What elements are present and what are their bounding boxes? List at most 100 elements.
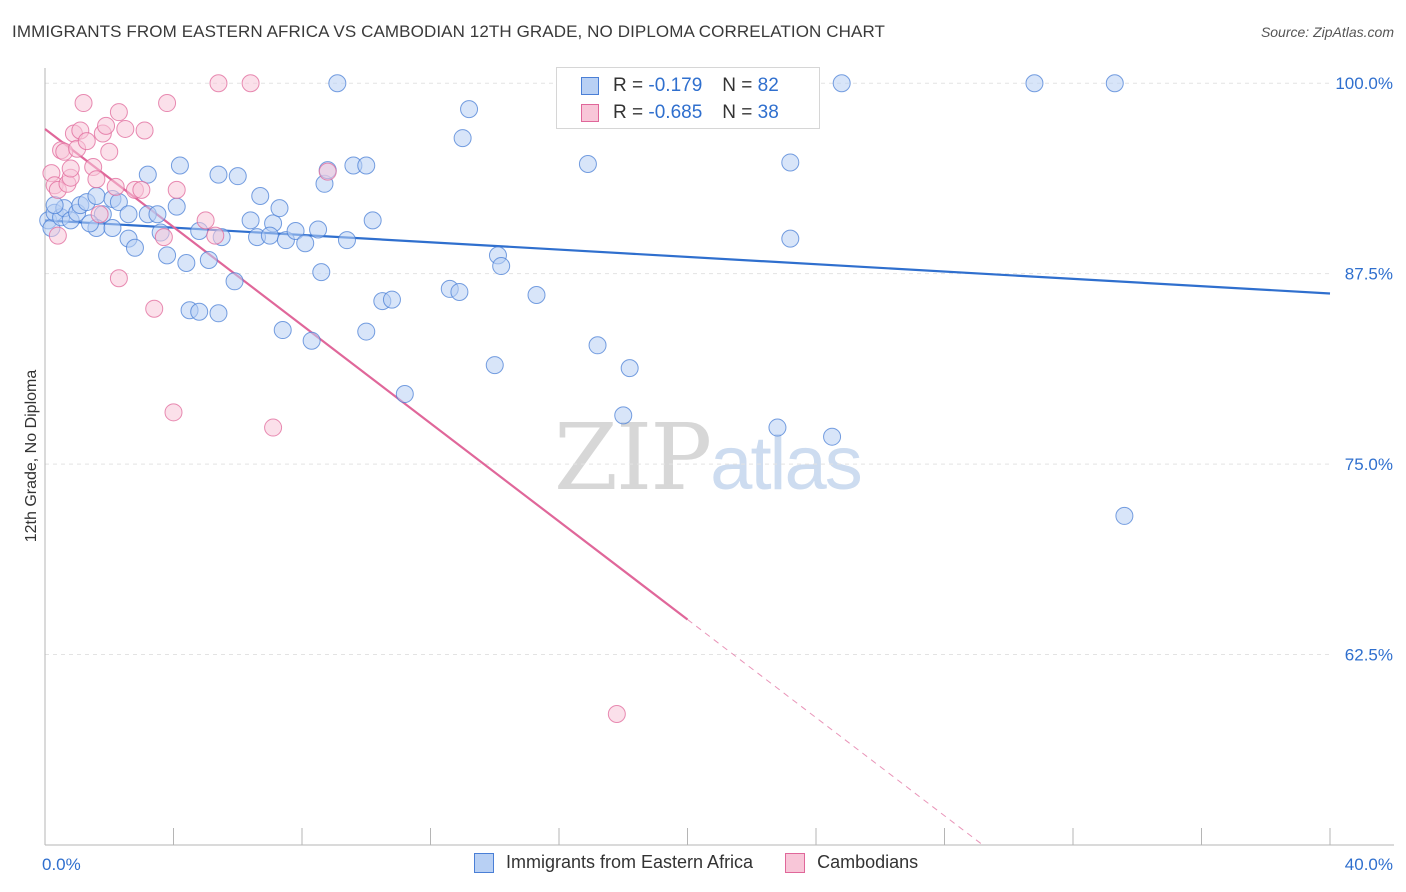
cambodian-point	[48, 226, 67, 245]
cambodian-point	[264, 418, 283, 437]
eastern-africa-point	[1105, 74, 1124, 93]
n-value: 82	[757, 75, 779, 96]
r-value: -0.179	[648, 75, 703, 96]
eastern-africa-point	[251, 186, 270, 205]
legend-item-cambodians[interactable]: Cambodians	[785, 852, 918, 873]
cambodian-trend	[44, 128, 689, 621]
blue-swatch	[474, 852, 494, 873]
eastern-africa-point	[382, 290, 401, 309]
cambodian-point	[97, 116, 116, 135]
eastern-africa-point	[781, 153, 800, 172]
eastern-africa-point	[209, 304, 228, 323]
trend-lines	[44, 128, 1331, 846]
eastern-africa-point	[328, 74, 347, 93]
eastern-africa-point	[832, 74, 851, 93]
y-tick-label: 100.0%	[1335, 74, 1393, 93]
eastern-africa-point	[357, 322, 376, 341]
eastern-africa-point	[225, 272, 244, 291]
blue-swatch	[581, 77, 599, 95]
cambodian-point	[135, 121, 154, 140]
eastern-africa-point	[177, 254, 196, 273]
cambodian-point	[61, 159, 80, 178]
eastern-africa-point	[260, 226, 279, 245]
eastern-africa-point	[296, 234, 315, 253]
eastern-africa-point	[527, 286, 546, 305]
eastern-africa-point	[357, 156, 376, 175]
eastern-africa-point	[1115, 506, 1134, 525]
chart-title: IMMIGRANTS FROM EASTERN AFRICA VS CAMBOD…	[12, 22, 886, 41]
pink-swatch	[785, 852, 806, 873]
correlation-legend: R = -0.179 N = 82 R = -0.685 N = 38	[556, 67, 820, 129]
cambodian-point	[206, 226, 225, 245]
cambodian-point	[109, 103, 128, 122]
eastern-africa-point	[614, 406, 633, 425]
cambodian-point	[158, 94, 177, 113]
n-label: N =	[722, 75, 753, 96]
cambodian-point	[145, 299, 164, 318]
y-tick-label: 62.5%	[1345, 646, 1393, 665]
cambodian-point	[90, 205, 109, 224]
source-credit: Source: ZipAtlas.com	[1260, 24, 1394, 40]
eastern-africa-point	[460, 100, 479, 119]
eastern-africa-point	[578, 154, 597, 173]
eastern-africa-point	[270, 199, 289, 218]
axes	[44, 68, 1394, 846]
watermark-zip: ZIP	[554, 404, 712, 511]
eastern-africa-point	[138, 165, 157, 184]
cambodian-point	[154, 228, 173, 247]
eastern-africa-point	[768, 418, 787, 437]
eastern-africa-point	[395, 385, 414, 404]
eastern-africa-point	[302, 331, 321, 350]
cambodian-point	[164, 403, 183, 422]
eastern-africa-point	[823, 427, 842, 446]
eastern-africa-point	[485, 356, 504, 375]
cambodian-point	[106, 177, 125, 196]
legend-label: Cambodians	[817, 852, 919, 872]
cambodian-point	[132, 180, 151, 199]
eastern-africa-point	[148, 205, 167, 224]
n-value: 38	[757, 102, 779, 123]
eastern-africa-point	[167, 197, 186, 216]
eastern-africa-point	[103, 218, 122, 237]
eastern-africa-point	[286, 222, 305, 241]
eastern-africa-point	[158, 246, 177, 265]
data-points	[39, 74, 1134, 723]
r-value: -0.685	[648, 102, 703, 123]
cambodian-point	[87, 170, 106, 189]
n-label: N =	[722, 102, 753, 123]
pink-swatch	[581, 104, 599, 122]
eastern-africa-point	[273, 321, 292, 340]
eastern-africa-point	[241, 211, 260, 230]
legend-item-eastern-africa[interactable]: Immigrants from Eastern Africa	[474, 852, 753, 873]
eastern-africa-point	[228, 167, 247, 186]
x-tick-label: 40.0%	[1345, 855, 1393, 874]
r-label: R =	[613, 102, 644, 123]
eastern-africa-point	[119, 205, 138, 224]
x-tick-label: 0.0%	[42, 855, 81, 874]
series-legend: Immigrants from Eastern Africa Cambodian…	[474, 852, 950, 873]
cambodian-point	[318, 162, 337, 181]
eastern-africa-point	[209, 165, 228, 184]
cambodian-point	[116, 119, 135, 138]
eastern-africa-point	[492, 257, 511, 276]
cambodian-point	[607, 704, 626, 723]
legend-row-cambodians: R = -0.685 N = 38	[581, 100, 779, 126]
cambodian-point	[74, 94, 93, 113]
legend-row-eastern-africa: R = -0.179 N = 82	[581, 73, 779, 99]
eastern-africa-point	[588, 336, 607, 355]
cambodian-point	[241, 74, 260, 93]
eastern-africa-point	[312, 263, 331, 282]
tick-labels: 100.0% 87.5% 75.0% 62.5% 0.0% 40.0%	[42, 74, 1393, 874]
cambodian-point	[77, 132, 96, 151]
legend-label: Immigrants from Eastern Africa	[506, 852, 754, 872]
eastern-africa-point	[309, 220, 328, 239]
y-tick-label: 87.5%	[1345, 265, 1393, 284]
eastern-africa-point	[125, 238, 144, 257]
eastern-africa-point	[45, 196, 64, 215]
eastern-africa-point	[620, 359, 639, 378]
eastern-africa-point	[781, 229, 800, 248]
eastern-africa-point	[450, 282, 469, 301]
y-tick-label: 75.0%	[1345, 455, 1393, 474]
eastern-africa-point	[170, 156, 189, 175]
r-label: R =	[613, 75, 644, 96]
